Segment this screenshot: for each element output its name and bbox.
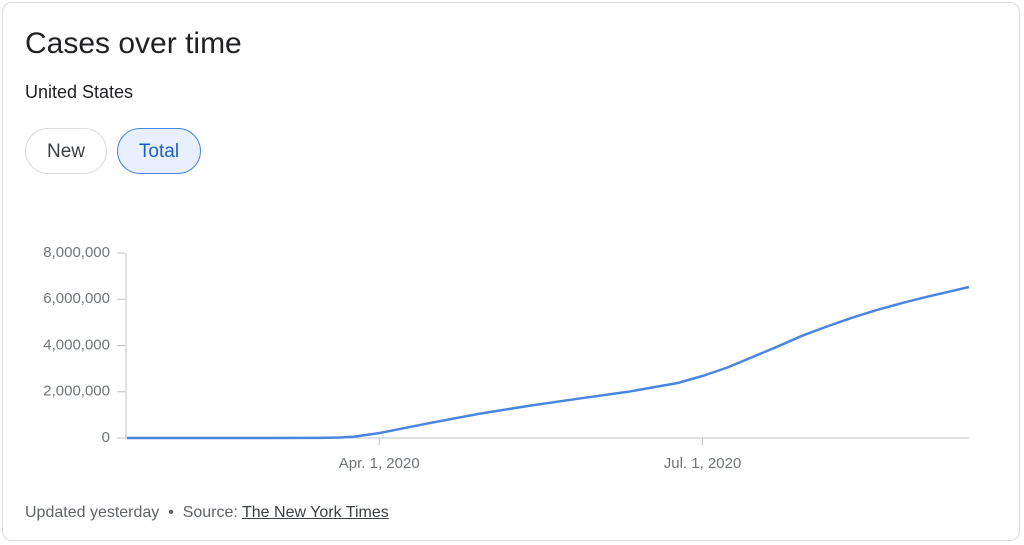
subtitle: United States — [25, 82, 134, 102]
source-link[interactable]: The New York Times — [242, 504, 389, 521]
y-tick-label: 2,000,000 — [43, 383, 110, 400]
x-tick-label: Jul. 1, 2020 — [664, 455, 742, 472]
new-button[interactable]: New — [25, 128, 107, 174]
updated: Updated yesterday — [25, 504, 160, 521]
x-tick-label: Apr. 1, 2020 — [339, 455, 420, 472]
y-tick-label: 4,000,000 — [43, 336, 110, 353]
title: Cases over time — [25, 27, 242, 60]
y-tick-label: 8,000,000 — [43, 244, 110, 261]
separator: • — [168, 504, 174, 521]
y-tick-label: 6,000,000 — [43, 290, 110, 307]
footer: Updated yesterday • Source: The New York… — [25, 504, 389, 522]
line — [127, 285, 970, 440]
y-tick-label: 0 — [102, 429, 110, 446]
source-label: Source: — [182, 504, 238, 521]
total-button[interactable]: Total — [117, 128, 201, 174]
